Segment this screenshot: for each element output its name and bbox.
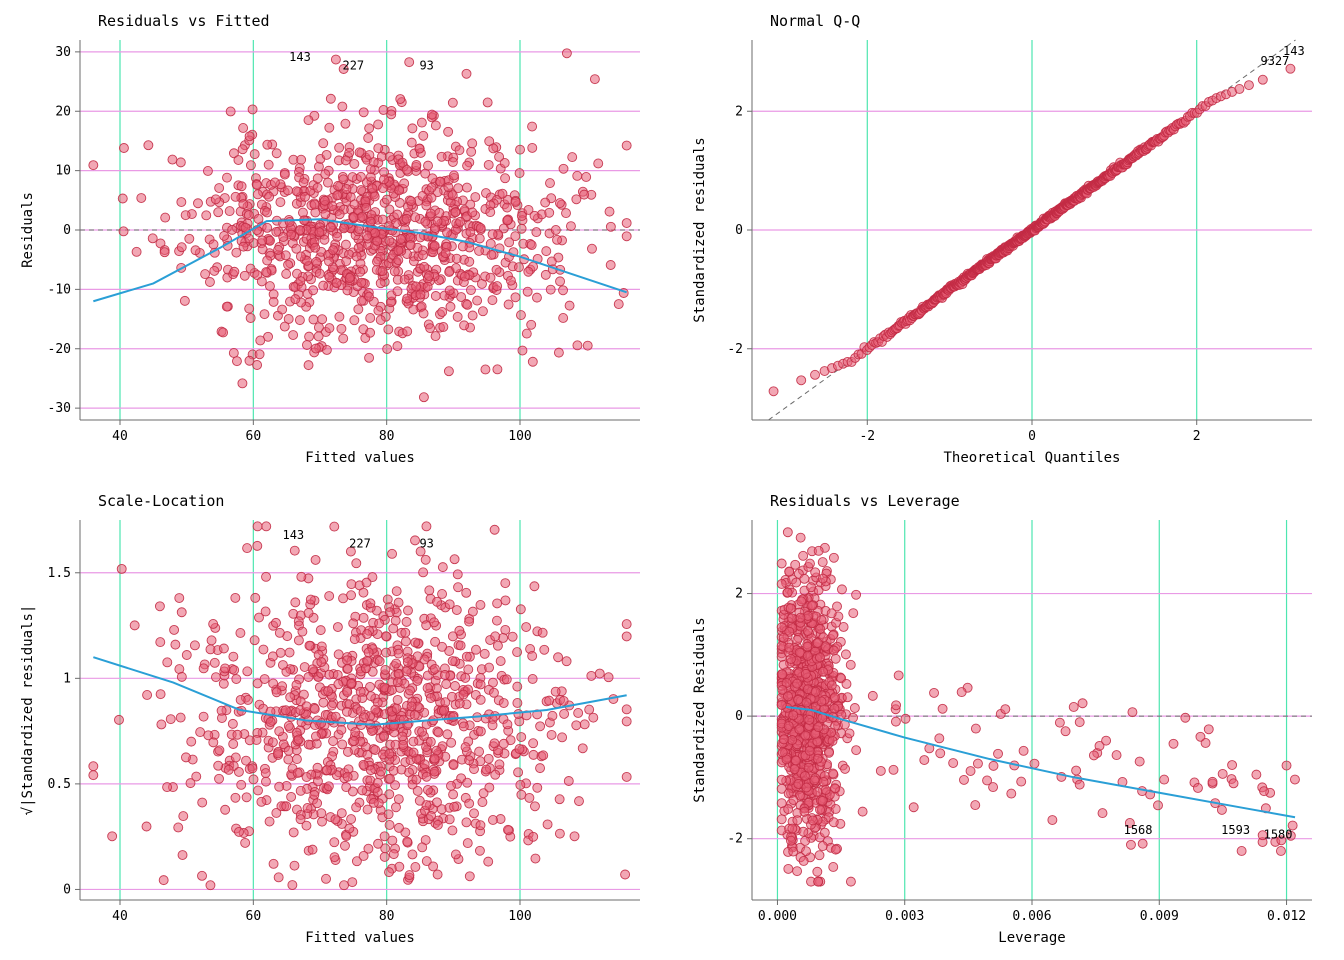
point-annotation: 1593 <box>1221 823 1250 837</box>
svg-text:0: 0 <box>1028 429 1036 444</box>
point-annotation: 143 <box>289 50 311 64</box>
svg-text:0.012: 0.012 <box>1267 909 1306 924</box>
plot-title: Residuals vs Fitted <box>98 12 270 30</box>
svg-text:100: 100 <box>508 909 531 924</box>
svg-text:10: 10 <box>55 164 71 179</box>
point-annotation: 9327 <box>1260 54 1289 68</box>
svg-text:-20: -20 <box>48 342 71 357</box>
point-annotation: 93 <box>419 59 433 73</box>
svg-text:0.000: 0.000 <box>758 909 797 924</box>
svg-text:20: 20 <box>55 104 71 119</box>
point-annotation: 93 <box>419 536 433 550</box>
svg-text:30: 30 <box>55 45 71 60</box>
panel-scale-location: 40 60 80 100 0 0.5 1 1.5 Scale-Location Fitted va… <box>0 480 672 960</box>
panel-residuals-vs-leverage: 0.000 0.003 0.006 0.009 0.012 -2 0 2 Residuals v… <box>672 480 1344 960</box>
plot-title: Scale-Location <box>98 492 224 510</box>
point-annotation: 227 <box>349 536 371 550</box>
svg-text:0.006: 0.006 <box>1012 909 1051 924</box>
svg-text:60: 60 <box>246 909 262 924</box>
svg-text:0: 0 <box>63 223 71 238</box>
svg-text:-2: -2 <box>727 342 743 357</box>
x-axis-label: Theoretical Quantiles <box>943 450 1120 466</box>
y-axis-label: Standardized Residuals <box>692 617 708 802</box>
panel-residuals-vs-fitted: 40 60 80 100 -30 -20 -10 0 10 20 30 Residuals vs Fi… <box>0 0 672 480</box>
svg-text:0: 0 <box>63 882 71 897</box>
diagnostic-plots-grid: 406080100-30-20-100102030Residuals vs Fi… <box>0 0 1344 960</box>
panel-normal-qq: -2 0 2 -2 0 2 Normal Q-Q Theoretical Quantiles S… <box>672 0 1344 480</box>
svg-text:1: 1 <box>63 671 71 686</box>
plot-title: Residuals vs Leverage <box>770 492 960 510</box>
svg-text:0.003: 0.003 <box>885 909 924 924</box>
y-axis-label: Standardized residuals <box>692 137 708 322</box>
svg-text:-30: -30 <box>48 401 71 416</box>
svg-text:2: 2 <box>735 587 743 602</box>
point-annotation: 1580 <box>1264 828 1293 842</box>
svg-text:60: 60 <box>246 429 262 444</box>
svg-text:-10: -10 <box>48 282 71 297</box>
x-axis-label: Fitted values <box>305 450 415 466</box>
point-annotation: 227 <box>342 59 364 73</box>
svg-text:40: 40 <box>112 429 128 444</box>
svg-text:-2: -2 <box>859 429 875 444</box>
svg-text:40: 40 <box>112 909 128 924</box>
svg-text:80: 80 <box>379 909 395 924</box>
svg-text:2: 2 <box>735 104 743 119</box>
y-axis-label: √|Standardized residuals| <box>20 605 36 816</box>
x-axis-label: Leverage <box>998 930 1065 946</box>
point-annotation: 143 <box>282 528 304 542</box>
svg-text:80: 80 <box>379 429 395 444</box>
svg-text:1.5: 1.5 <box>48 566 71 581</box>
svg-text:0.009: 0.009 <box>1140 909 1179 924</box>
plot-title: Normal Q-Q <box>770 12 860 30</box>
svg-text:0.5: 0.5 <box>48 777 71 792</box>
svg-text:-2: -2 <box>727 832 743 847</box>
x-axis-label: Fitted values <box>305 930 415 946</box>
svg-text:0: 0 <box>735 709 743 724</box>
point-annotation: 1568 <box>1124 823 1153 837</box>
y-axis-label: Residuals <box>20 192 36 268</box>
svg-text:0: 0 <box>735 223 743 238</box>
svg-text:100: 100 <box>508 429 531 444</box>
svg-text:2: 2 <box>1193 429 1201 444</box>
points <box>89 522 631 890</box>
